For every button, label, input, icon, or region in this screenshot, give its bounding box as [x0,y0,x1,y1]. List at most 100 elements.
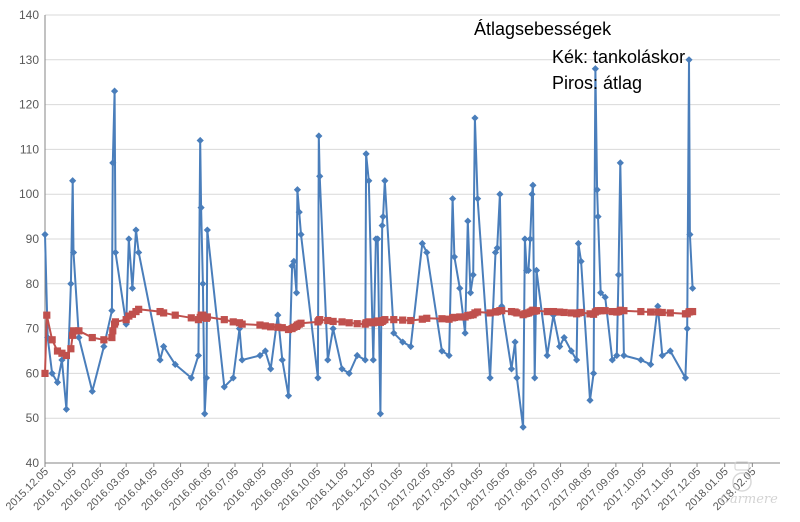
data-point-square [75,327,83,335]
data-point-diamond [456,284,464,292]
data-point-diamond [41,230,49,239]
data-point-square [390,316,398,324]
data-point-square [88,333,96,342]
data-point-square [316,316,324,324]
data-point-diamond [284,392,293,400]
data-point-diamond [369,356,377,364]
data-point-diamond [567,347,575,355]
data-point-square [654,308,662,316]
data-point-square [601,307,609,315]
legend-line-red: Piros: átlag [552,73,642,93]
data-point-square [608,307,616,316]
data-point-diamond [450,253,459,261]
data-point-diamond [513,374,521,382]
data-point-square [329,317,337,326]
data-point-diamond [524,266,533,274]
data-point-square [324,316,332,325]
data-point-diamond [229,374,237,382]
data-point-diamond [493,244,501,252]
data-point-square [69,331,77,339]
data-point-square [261,322,269,330]
data-point-diamond [100,342,108,351]
data-point-diamond [88,387,96,395]
data-point-diamond [597,289,605,297]
watermark-emblem-icon [732,472,752,492]
data-point-diamond [58,356,66,364]
data-point-diamond [461,329,469,337]
data-point-diamond [199,280,207,288]
data-point-diamond [374,235,382,243]
data-point-diamond [67,280,75,288]
data-point-diamond [261,347,269,355]
data-point-diamond [316,172,324,180]
data-point-square [108,333,116,342]
data-point-diamond [438,347,446,355]
data-point-square [549,307,558,316]
data-point-square [353,320,361,328]
data-point-diamond [197,204,205,212]
y-tick-labels: 40 50 60 70 80 90 100 110 120 130 140 [19,8,39,470]
data-point-diamond [160,342,168,351]
data-point-diamond [353,351,361,360]
data-point-square [658,308,666,317]
data-point-diamond [511,338,519,346]
data-point-diamond [614,271,623,279]
data-point-diamond [531,374,539,382]
data-point-diamond [496,190,504,198]
y-tick-label: 50 [26,411,40,425]
data-point-diamond [128,284,137,292]
y-tick-label: 40 [26,456,40,470]
data-point-diamond [125,235,133,243]
data-point-diamond [577,257,585,265]
data-point-diamond [132,226,140,234]
data-point-square [647,308,655,316]
data-point-square [513,309,521,317]
data-point-diamond [616,159,624,167]
data-point-diamond [135,248,143,257]
chart-title: Átlagsebességek [474,19,612,39]
data-point-diamond [329,325,337,333]
watermark-text: Carmere [720,492,778,507]
data-point-square [67,345,75,353]
data-point-diamond [486,374,494,382]
y-tick-label: 130 [19,53,39,67]
data-point-diamond [526,235,534,243]
data-point-diamond [295,208,303,216]
data-point-diamond [53,378,62,386]
data-point-square [256,321,264,329]
data-point-square [399,316,407,324]
watermark-crown-icon [734,461,750,471]
data-point-diamond [647,360,655,369]
data-point-diamond [683,325,691,333]
data-point-diamond [586,396,594,404]
data-point-square [41,369,49,377]
data-point-diamond [108,307,116,315]
data-point-square [438,315,446,323]
data-point-diamond [187,374,195,382]
data-point-diamond [202,374,211,382]
data-point-square [278,324,286,332]
y-tick-label: 60 [26,366,40,380]
data-point-diamond [378,221,386,230]
data-point-diamond [235,325,244,333]
data-point-diamond [256,351,264,360]
data-point-square [274,323,282,331]
series-refuel-speed [41,56,697,431]
y-tick-label: 110 [20,142,39,156]
data-point-diamond [314,374,322,382]
data-point-diamond [464,217,472,225]
data-point-diamond [474,195,482,203]
data-point-diamond [390,329,398,337]
data-point-diamond [688,284,697,292]
data-point-square [297,319,305,327]
data-point-diamond [466,289,475,297]
data-point-diamond [532,266,541,274]
data-point-square [666,309,674,317]
data-point-square [365,318,373,326]
data-point-diamond [69,177,77,185]
data-point-square [498,307,506,315]
data-point-diamond [407,342,415,351]
y-tick-label: 90 [26,232,40,246]
